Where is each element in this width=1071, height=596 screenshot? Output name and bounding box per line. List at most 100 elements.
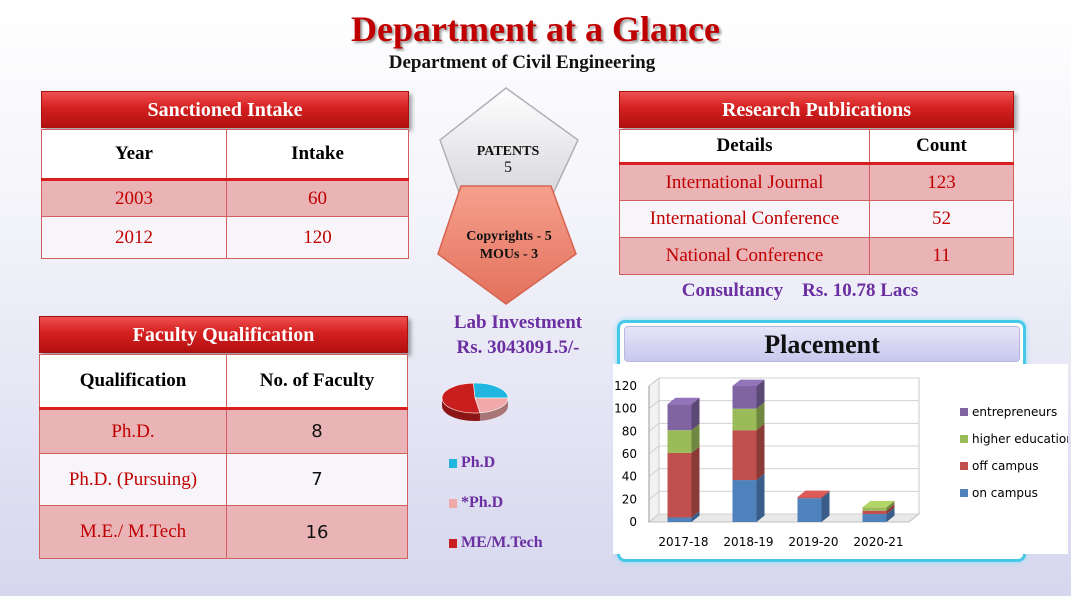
qualification-cell: M.E./ M.Tech [39,505,227,559]
bar-top [667,397,700,405]
intake-cell: 60 [226,179,409,217]
pie-legend-phd: Ph.D [449,454,495,472]
bar-segment-side [691,511,700,522]
legend-swatch [960,489,968,497]
bar-segment [667,452,692,518]
pie-slice-side [479,398,508,421]
bar-segment [667,517,692,522]
bar-segment [667,404,692,431]
legend-label: higher education [972,432,1068,446]
gridline [648,400,919,410]
bar-segment [732,430,757,481]
legend-label-phd: Ph.D [461,454,496,471]
count-cell: 52 [869,200,1014,238]
y-tick-label: 80 [622,424,637,438]
placement-title: Placement [764,330,880,359]
bar-segment-side [756,402,765,431]
col-header-year: Year [41,129,227,181]
research-publications-header: Research Publications [619,91,1014,128]
bar-segment-side [756,379,765,409]
bar-segment-side [886,500,895,511]
bar-segment-side [756,423,765,481]
intake-cell: 120 [226,216,409,259]
patents-value: 5 [504,159,512,176]
bar-segment [667,430,692,453]
qualification-cell: Ph.D. [39,408,227,454]
pie-slice-side [442,397,480,421]
sanctioned-intake-header: Sanctioned Intake [41,91,409,128]
research-publications-table: Details Count International Journal 123 … [619,129,1014,275]
copyrights-pentagon [437,185,577,305]
bar-top [797,490,830,498]
page-subtitle: Department of Civil Engineering [388,52,656,73]
bar-segment-side [886,507,895,522]
bar-segment [862,514,887,522]
table-row: National Conference 11 [619,237,1014,275]
bar-segment [732,408,757,431]
detail-cell: National Conference [619,237,870,275]
x-tick-label: 2018-19 [723,535,773,549]
bar-segment [862,510,887,515]
pie-legend-me-mtech: ME/M.Tech [449,534,543,552]
bar-segment-side [821,491,830,522]
gridline [648,377,919,387]
table-row: Ph.D. (Pursuing) 7 [39,453,408,506]
bar-segment-side [691,397,700,431]
patents-label: PATENTS [476,144,540,159]
gridline [648,468,919,478]
faculty-count-cell: 16 [226,505,408,559]
pie-slice-me-mtech [441,382,481,414]
table-row: International Conference 52 [619,200,1014,238]
bar-segment-side [756,473,765,522]
pie-slice-phd-pursuing [474,397,509,414]
patents-pentagon [439,87,579,199]
legend-label: on campus [972,486,1038,500]
patents-graphic [437,87,579,305]
legend-swatch [960,435,968,443]
legend-label-me-mtech: ME/M.Tech [461,534,543,551]
legend-label-phd-pursuing: *Ph.D [461,494,504,511]
table-row: Ph.D. 8 [39,408,408,454]
y-tick-label: 60 [622,447,637,461]
y-tick-label: 120 [614,379,637,393]
consultancy-text: Consultancy Rs. 10.78 Lacs [681,280,919,301]
bar-segment [797,498,822,522]
placement-title-bar [624,326,1020,362]
faculty-qualification-table: Qualification No. of Faculty Ph.D. 8 Ph.… [39,354,408,559]
bar-segment [797,497,822,499]
detail-cell: International Conference [619,200,870,238]
x-tick-label: 2019-20 [788,535,838,549]
legend-label: off campus [972,459,1039,473]
gridline [648,422,919,432]
copyrights-label: Copyrights - 5 [466,229,552,244]
year-cell: 2003 [41,179,227,217]
bar-top [862,500,895,508]
legend-swatch [960,462,968,470]
col-header-no-of-faculty: No. of Faculty [226,354,408,410]
y-tick-label: 40 [622,470,637,484]
col-header-intake: Intake [226,129,409,181]
y-tick-label: 0 [629,515,637,529]
table-row: M.E./ M.Tech 16 [39,505,408,559]
bar-segment-side [886,504,895,515]
sanctioned-intake-table: Year Intake 2003 60 2012 120 [41,129,409,259]
gridline [648,490,919,500]
count-cell: 123 [869,163,1014,201]
page-title: Department at a Glance [351,9,720,49]
legend-swatch-phd-pursuing [449,498,457,508]
legend-swatch-phd [449,458,457,468]
bar-segment [732,480,757,522]
table-row: International Journal 123 [619,163,1014,201]
table-row: 2012 120 [41,216,409,259]
bar-segment [862,507,887,511]
legend-swatch-me-mtech [449,538,457,548]
faculty-count-cell: 8 [226,408,408,454]
pie-slice-phd [473,382,509,399]
bar-segment-side [691,423,700,453]
x-tick-label: 2017-18 [658,535,708,549]
y-tick-label: 100 [614,402,637,416]
faculty-qualification-header: Faculty Qualification [39,316,408,353]
placement-chart: 0 20 40 60 80 100 120 2017-18 2018-19 2019-20 2020… [614,376,1068,549]
gridline [648,513,919,523]
col-header-details: Details [619,129,870,165]
